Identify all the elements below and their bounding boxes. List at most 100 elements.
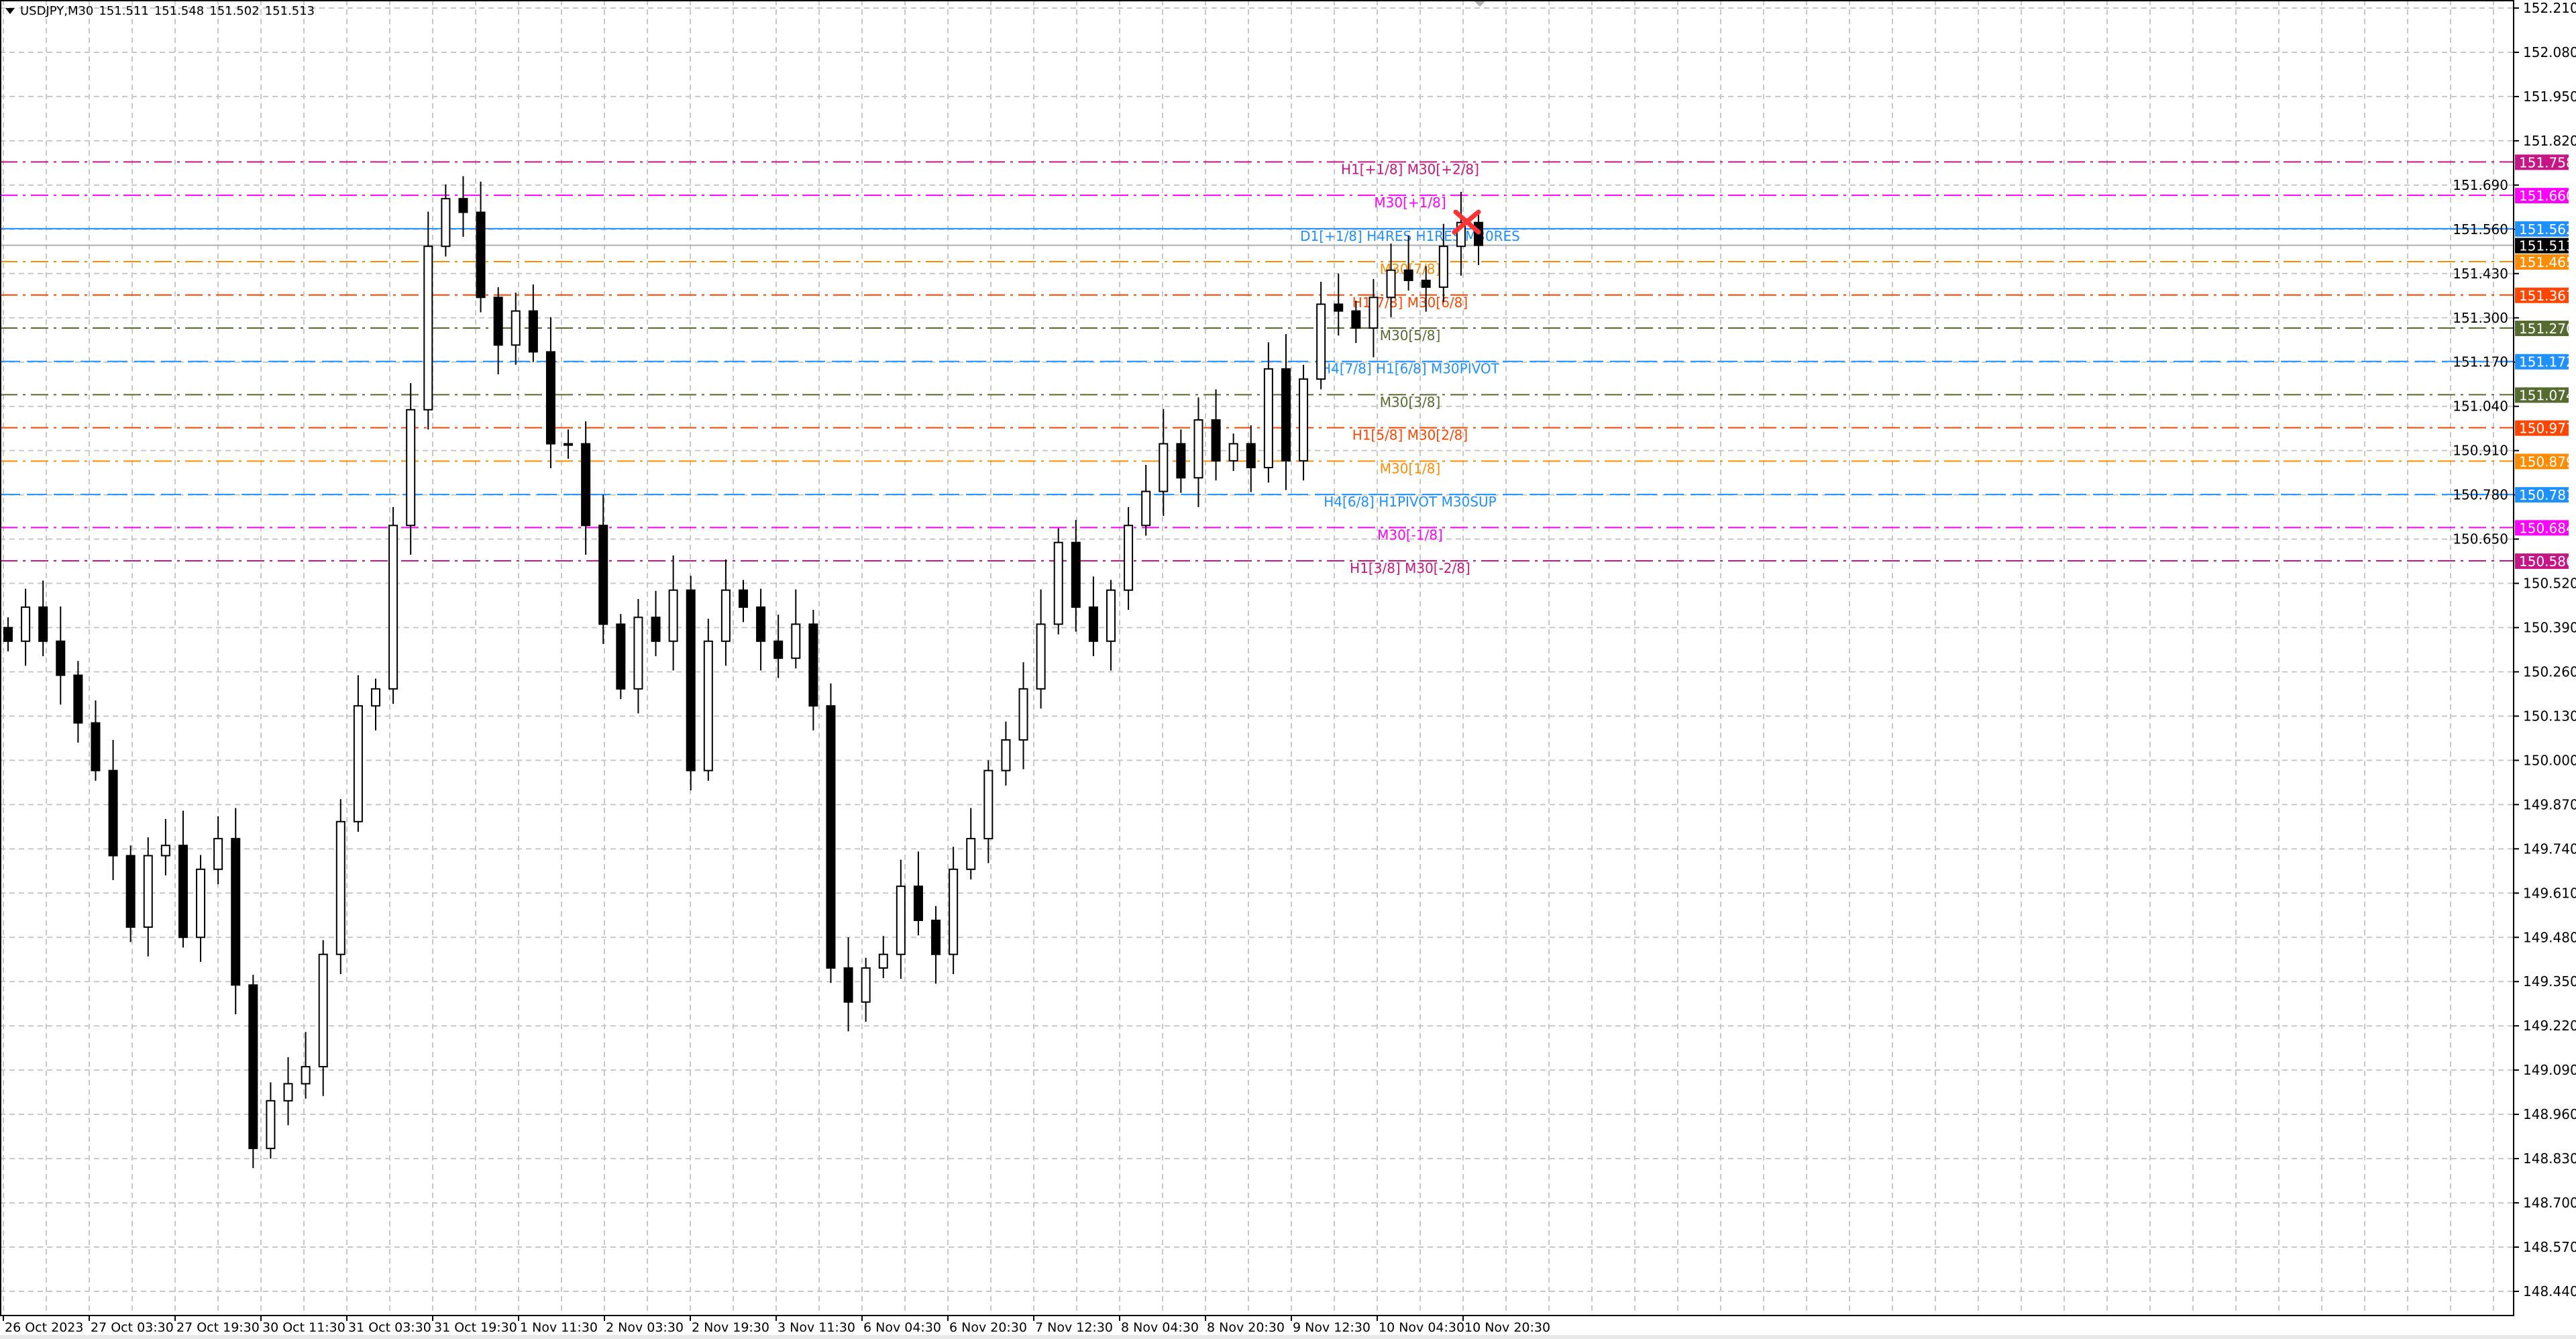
candle-body bbox=[196, 868, 206, 939]
price-tick-label: 150.390 bbox=[2523, 620, 2576, 636]
candle-body bbox=[1299, 378, 1309, 462]
candle bbox=[826, 683, 836, 983]
candle bbox=[668, 555, 678, 671]
time-axis[interactable]: 26 Oct 2023 27 Oct 03:30 27 Oct 19:30 30 Oc… bbox=[3, 1316, 1550, 1335]
time-tick-label: 26 Oct 2023 bbox=[5, 1320, 83, 1335]
candle bbox=[843, 937, 853, 1032]
candle bbox=[931, 906, 941, 984]
candle bbox=[266, 1082, 276, 1159]
candle-body bbox=[73, 674, 83, 724]
price-tick-label: 151.690 bbox=[2453, 177, 2508, 193]
candle bbox=[564, 429, 574, 459]
time-tick-label: 6 Nov 20:30 bbox=[949, 1320, 1027, 1335]
chart-shift-marker-icon[interactable] bbox=[1474, 1, 1485, 7]
time-tick-label: 27 Oct 19:30 bbox=[176, 1320, 260, 1335]
candle bbox=[1403, 235, 1413, 291]
candle bbox=[966, 808, 976, 880]
candle bbox=[1124, 506, 1134, 610]
candle-body bbox=[1176, 443, 1186, 479]
candle bbox=[528, 284, 538, 362]
price-tick-label: 151.820 bbox=[2523, 133, 2576, 149]
candle-body bbox=[178, 845, 188, 939]
price-tick-label: 152.080 bbox=[2523, 44, 2576, 60]
price-tick-label: 149.350 bbox=[2523, 973, 2576, 989]
candle bbox=[1456, 192, 1466, 276]
status-strip bbox=[0, 1335, 2576, 1339]
price-axis[interactable]: 152.210 152.080 151.950 151.820 151.690 151.5… bbox=[2453, 0, 2576, 1299]
candle-body bbox=[388, 525, 398, 690]
candle bbox=[1421, 266, 1431, 312]
high-value: 151.548 bbox=[154, 4, 205, 18]
time-tick-label: 10 Nov 20:30 bbox=[1464, 1320, 1550, 1335]
candle bbox=[1053, 528, 1063, 635]
candle bbox=[1246, 425, 1256, 492]
candles bbox=[3, 176, 1483, 1169]
candle-body bbox=[125, 855, 136, 928]
candle bbox=[476, 181, 486, 313]
price-tick-label: 148.830 bbox=[2523, 1150, 2576, 1167]
candle-body bbox=[1263, 368, 1273, 469]
candle-body bbox=[1386, 269, 1396, 299]
candle-body bbox=[1106, 589, 1116, 642]
collapse-triangle-icon[interactable] bbox=[5, 8, 15, 14]
candle-body bbox=[826, 705, 836, 969]
candle-body bbox=[1351, 310, 1361, 329]
candle bbox=[213, 816, 223, 885]
candle bbox=[441, 184, 451, 257]
time-tick-label: 27 Oct 03:30 bbox=[91, 1320, 174, 1335]
candle-body bbox=[213, 838, 223, 870]
candle bbox=[91, 700, 101, 781]
candle-body bbox=[1141, 490, 1151, 527]
candle bbox=[616, 614, 626, 700]
candle-body bbox=[108, 769, 118, 857]
time-tick-label: 10 Nov 04:30 bbox=[1379, 1320, 1464, 1335]
candle bbox=[1071, 520, 1081, 632]
candle bbox=[371, 678, 380, 731]
candle-body bbox=[423, 246, 433, 411]
candle-body bbox=[1403, 269, 1413, 281]
candle-body bbox=[931, 919, 941, 955]
level-price-tag bbox=[2515, 420, 2569, 436]
candle-body bbox=[511, 310, 521, 346]
candle-body bbox=[528, 310, 538, 353]
candle-body bbox=[1228, 443, 1238, 462]
candle-body bbox=[1124, 525, 1134, 591]
candle-body bbox=[56, 640, 66, 676]
candle bbox=[231, 808, 241, 1014]
price-tick-label: 149.480 bbox=[2523, 929, 2576, 945]
candle-body bbox=[441, 198, 451, 248]
candle-body bbox=[598, 525, 608, 625]
price-tick-label: 152.210 bbox=[2523, 0, 2576, 16]
candle-body bbox=[476, 211, 486, 299]
level-price-tag-text: 150.977 bbox=[2519, 421, 2575, 437]
price-tick-label: 150.520 bbox=[2523, 576, 2576, 592]
level-price-tag-text: 151.660 bbox=[2519, 188, 2575, 204]
level-price-tag bbox=[2515, 387, 2569, 403]
close-value: 151.513 bbox=[264, 4, 315, 18]
price-tick-label: 149.610 bbox=[2523, 885, 2576, 901]
candle-body bbox=[966, 838, 976, 870]
candle bbox=[73, 661, 83, 743]
candle-body bbox=[703, 640, 713, 771]
level-price-tag bbox=[2515, 320, 2569, 336]
chart-border bbox=[0, 0, 2514, 1316]
candle bbox=[1228, 433, 1238, 472]
candle-body bbox=[1438, 246, 1448, 288]
level-price-tag-text: 151.074 bbox=[2519, 387, 2575, 403]
candle bbox=[808, 610, 818, 731]
candle bbox=[178, 810, 188, 948]
candle-body bbox=[91, 722, 101, 771]
candle bbox=[143, 837, 153, 957]
candle bbox=[983, 760, 994, 863]
price-tick-label: 148.440 bbox=[2523, 1283, 2576, 1299]
candle-body bbox=[913, 886, 923, 921]
level-label: H4[6/8] H1PIVOT M30SUP bbox=[1324, 494, 1496, 510]
time-tick-label: 31 Oct 03:30 bbox=[348, 1320, 431, 1335]
candle-body bbox=[861, 967, 871, 1003]
level-label: H1[3/8] M30[-2/8] bbox=[1350, 560, 1470, 576]
candle bbox=[651, 590, 661, 657]
price-tick-label: 151.300 bbox=[2453, 310, 2508, 326]
level-label: D1[+1/8] H4RES H1RES M30RES bbox=[1300, 228, 1520, 244]
open-value: 151.511 bbox=[99, 4, 149, 18]
